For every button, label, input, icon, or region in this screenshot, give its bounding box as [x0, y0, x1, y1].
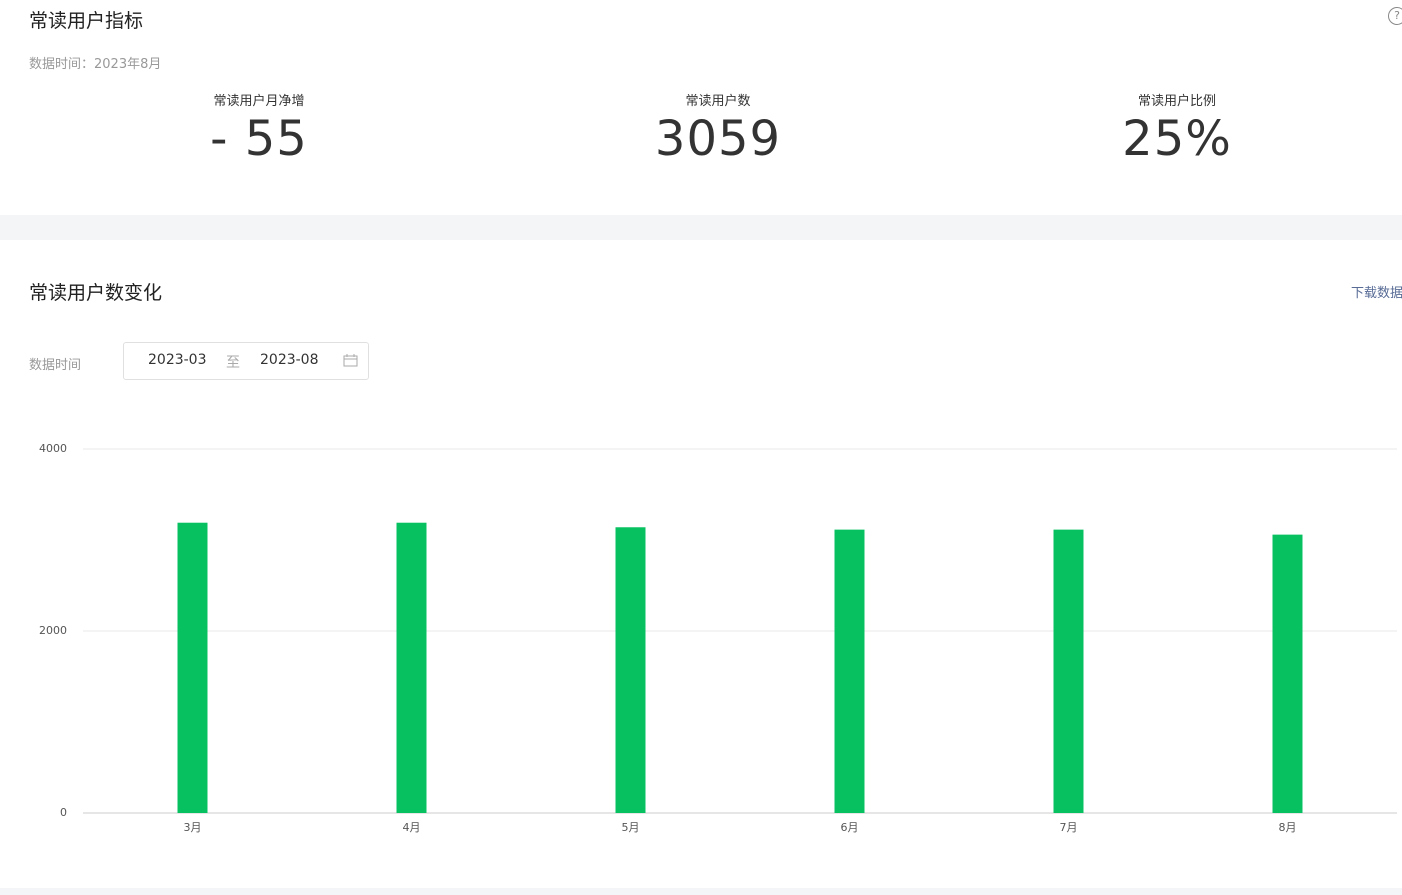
metric-value: 3059	[654, 111, 782, 167]
bar	[615, 527, 646, 813]
bar	[177, 522, 208, 813]
x-tick-label: 8月	[1279, 821, 1297, 834]
calendar-icon	[343, 354, 358, 367]
chart: 0 2000 4000 3月 4月 5月 6月 7月 8月	[39, 442, 1397, 834]
metrics-panel: 常读用户指标 ? 数据时间：2023年8月 常读用户月净增 - 55 常读用户数…	[0, 0, 1402, 215]
x-tick-label: 7月	[1060, 821, 1078, 834]
y-tick-label: 0	[60, 806, 67, 819]
y-tick-label: 4000	[39, 442, 67, 455]
metric: 常读用户比例 25%	[1027, 90, 1327, 167]
metric-value: - 55	[210, 111, 308, 167]
x-tick-label: 3月	[184, 821, 202, 834]
y-tick-label: 2000	[39, 624, 67, 637]
metric: 常读用户月净增 - 55	[109, 90, 409, 167]
date-end: 2023-08	[260, 352, 319, 368]
bar	[1053, 529, 1084, 813]
bar	[834, 529, 865, 813]
x-tick-label: 5月	[622, 821, 640, 834]
bar	[396, 522, 427, 813]
bar	[1272, 534, 1303, 813]
metric-label: 常读用户月净增	[213, 94, 305, 109]
x-tick-label: 6月	[841, 821, 859, 834]
date-label: 数据时间	[29, 358, 82, 373]
date-range-picker[interactable]: 2023-03 至 2023-08	[123, 342, 369, 380]
metric-value: 25%	[1122, 111, 1232, 167]
panel-title: 常读用户指标	[29, 10, 144, 32]
metric-label: 常读用户数	[685, 94, 751, 109]
date-start: 2023-03	[148, 352, 207, 368]
metric-label: 常读用户比例	[1137, 94, 1216, 109]
x-tick-label: 4月	[403, 821, 421, 834]
download-link[interactable]: 下载数据	[1351, 286, 1402, 301]
data-time: 数据时间：2023年8月	[29, 57, 162, 72]
panel-title: 常读用户数变化	[29, 282, 163, 304]
date-separator: 至	[226, 355, 240, 371]
help-icon[interactable]: ?	[1388, 7, 1402, 25]
trend-panel: 常读用户数变化 下载数据 数据时间 2023-03 至 2023-08	[0, 240, 1402, 888]
metric: 常读用户数 3059	[568, 90, 868, 167]
